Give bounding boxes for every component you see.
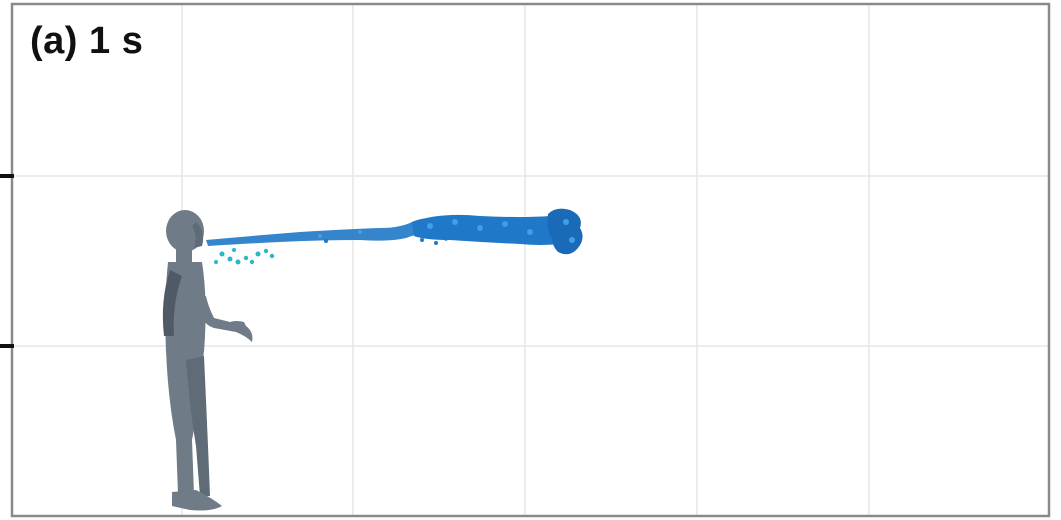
droplet xyxy=(444,237,448,241)
spray-plume xyxy=(412,214,560,245)
figure-back-arm xyxy=(162,270,182,336)
droplet xyxy=(569,237,575,243)
droplet xyxy=(324,239,328,243)
cyan-droplets xyxy=(214,248,275,265)
droplet xyxy=(249,259,255,265)
droplet xyxy=(563,219,569,225)
droplet xyxy=(358,230,362,234)
droplet xyxy=(527,229,533,235)
droplet xyxy=(232,248,236,252)
droplet xyxy=(502,221,508,227)
figure-foot xyxy=(172,490,222,511)
figure-face-shade xyxy=(192,222,204,248)
panel-label: (a) 1 s xyxy=(30,20,144,62)
figure-leg-front xyxy=(186,356,210,496)
spray-scatter xyxy=(324,237,448,245)
droplet xyxy=(318,234,322,238)
figure-neck xyxy=(176,248,192,262)
droplet xyxy=(427,223,433,229)
spray-speckles xyxy=(318,219,575,243)
droplet xyxy=(420,238,424,242)
left-ticks xyxy=(0,174,14,348)
droplet xyxy=(434,241,438,245)
droplet xyxy=(243,255,249,261)
droplet xyxy=(227,256,233,262)
droplet xyxy=(219,251,225,257)
figure-head xyxy=(166,210,204,252)
droplet xyxy=(235,259,241,265)
spray-jet xyxy=(206,218,480,246)
human-figure-icon xyxy=(162,210,253,511)
spray-plume-head xyxy=(547,208,583,255)
droplet xyxy=(269,253,275,259)
figure-front-arm xyxy=(196,296,253,342)
droplet xyxy=(214,260,218,264)
droplet-spray-icon xyxy=(206,208,583,265)
droplet xyxy=(477,225,483,231)
droplet xyxy=(452,219,458,225)
droplet xyxy=(263,248,269,254)
droplet xyxy=(255,251,261,257)
plot-frame xyxy=(10,2,1051,518)
